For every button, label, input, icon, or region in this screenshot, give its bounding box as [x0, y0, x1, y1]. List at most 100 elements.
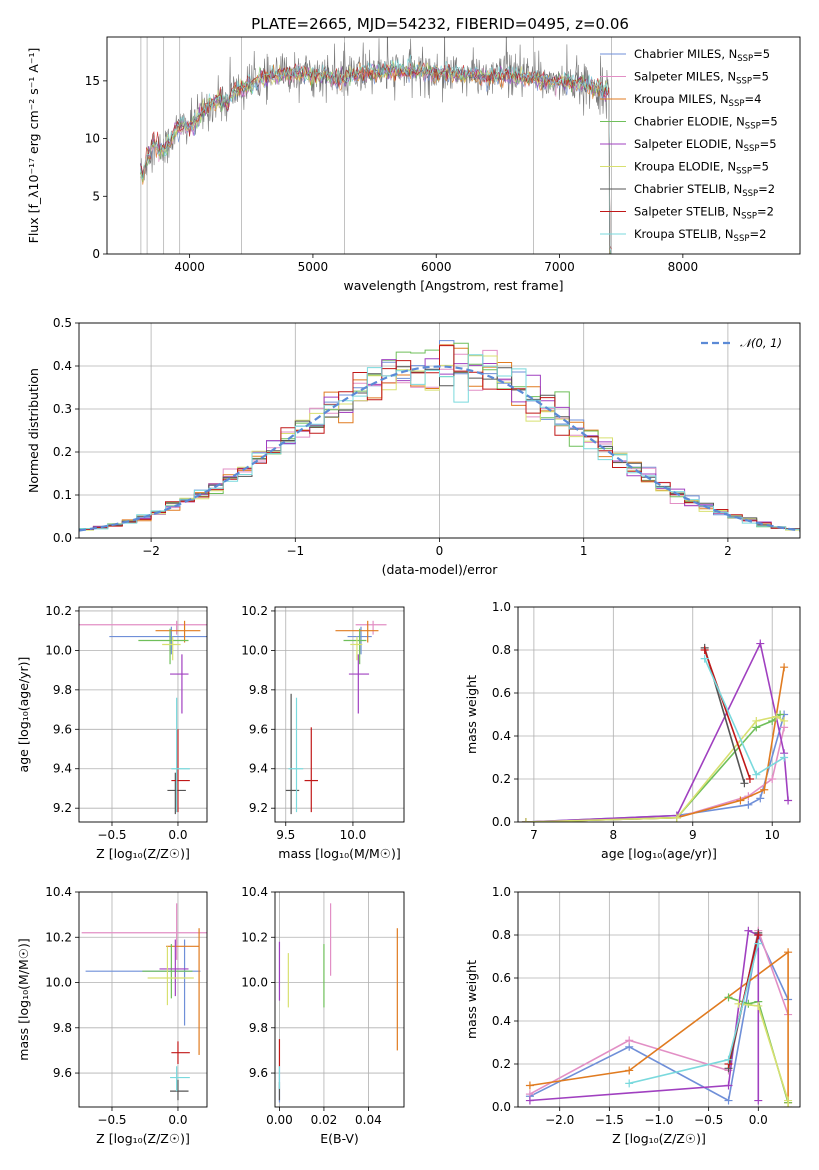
y-tick-label: 0: [92, 247, 100, 261]
legend-model: Salpeter STELIB, N: [634, 205, 741, 219]
y-tick-label: 10.2: [45, 604, 72, 618]
legend-count: =2: [757, 205, 774, 219]
legend-count: =5: [753, 47, 770, 61]
y-tick-label: 10.2: [241, 604, 268, 618]
x-axis-label: Z [log₁₀(Z/Z☉)]: [96, 1131, 190, 1146]
model-spectrum: [140, 64, 611, 254]
y-tick-label: 0.4: [492, 729, 511, 743]
x-tick-label: 0.00: [266, 1113, 293, 1127]
y-tick-label: 0.4: [53, 359, 72, 373]
residual-histogram: [79, 345, 800, 533]
weight-series: [703, 649, 751, 780]
y-tick-label: 15: [85, 74, 100, 88]
weight-marker: [724, 1096, 733, 1105]
plot-frame: [274, 891, 405, 1108]
plot-frame: [274, 606, 405, 823]
weight-marker: [625, 1066, 634, 1075]
weight-marker: [700, 654, 709, 663]
y-tick-label: 9.6: [249, 1066, 268, 1080]
x-tick-label: 9: [689, 828, 697, 842]
x-tick-label: −0.5: [97, 1113, 126, 1127]
weight-marker: [784, 948, 793, 957]
y-tick-label: 0.0: [53, 531, 72, 545]
y-tick-label: 9.8: [249, 683, 268, 697]
weight-marker: [754, 1001, 763, 1010]
plot-frame: [106, 36, 801, 255]
x-axis-label: E(B-V): [320, 1131, 359, 1146]
weight-marker: [724, 1081, 733, 1090]
y-tick-label: 0.0: [492, 1100, 511, 1114]
panel-weight_vs_Z: −2.0 −1.5 −1.0 −0.5 0.0 0.0 0.2 0.4 0.6 0.8 1.0 Z […: [464, 885, 801, 1146]
x-tick-label: 0.02: [311, 1113, 338, 1127]
legend-label: Salpeter STELIB, NSSP=2: [634, 205, 774, 222]
x-tick-label: 2: [724, 544, 732, 558]
observed-spectrum: [140, 37, 612, 254]
x-tick-label: 0.04: [355, 1113, 382, 1127]
x-tick-label: 4000: [174, 260, 205, 274]
weights-weight_vs_Z: [525, 926, 793, 1107]
y-tick-label: 9.6: [53, 722, 72, 736]
weight-marker: [784, 796, 793, 805]
y-tick-label: 10.0: [241, 976, 268, 990]
y-tick-label: 10.4: [241, 885, 268, 899]
weight-marker: [760, 785, 769, 794]
x-tick-label: −1: [286, 544, 304, 558]
legend-model: Kroupa ELODIE, N: [634, 160, 736, 174]
x-tick-label: 10: [765, 828, 780, 842]
legend-count: =5: [752, 160, 769, 174]
residuals-legend: 𝒩(0, 1): [701, 336, 782, 350]
y-tick-label: 9.2: [249, 801, 268, 815]
plot-frame: [78, 322, 801, 539]
x-axis-label: wavelength [Angstrom, rest frame]: [343, 278, 563, 293]
y-tick-label: 9.2: [53, 801, 72, 815]
legend-label: Chabrier ELODIE, NSSP=5: [634, 115, 778, 132]
errorbars-mass_vs_Z: [81, 903, 207, 1101]
weight-marker: [700, 646, 709, 654]
y-tick-label: 10.0: [241, 643, 268, 657]
y-axis-label: age [log₁₀(age/yr)]: [16, 657, 31, 773]
legend-count: =5: [761, 115, 778, 129]
weight-series: [629, 943, 760, 1085]
y-tick-label: 10.0: [45, 643, 72, 657]
errorbars-mass_vs_EBV: [278, 903, 398, 1103]
legend-count: =5: [752, 70, 769, 84]
weight-marker: [672, 813, 681, 822]
weight-marker: [525, 1096, 534, 1105]
weight-marker: [745, 775, 754, 783]
weight-marker: [768, 775, 777, 783]
y-tick-label: 0.2: [53, 445, 72, 459]
legend-model: Salpeter MILES, N: [634, 70, 736, 84]
weight-marker: [740, 779, 749, 788]
weight-marker: [754, 931, 763, 939]
panel-spectrum: 4000 5000 6000 7000 8000 0 5 10 15 wavelength [An…: [26, 36, 801, 293]
weight-series: [529, 950, 789, 1103]
weight-marker: [521, 818, 530, 822]
weight-marker: [744, 800, 753, 809]
y-axis-label: mass weight: [464, 960, 479, 1039]
y-tick-label: 0.2: [492, 1057, 511, 1071]
weight-marker: [734, 999, 743, 1008]
y-tick-label: 1.0: [492, 600, 511, 614]
legend-subscript: SSP: [736, 167, 752, 177]
legend-subscript: SSP: [737, 54, 753, 64]
weight-series: [525, 667, 785, 822]
legend-subscript: SSP: [745, 122, 761, 132]
weight-marker: [756, 794, 765, 803]
y-tick-label: 9.8: [53, 1021, 72, 1035]
plot-frame: [517, 606, 801, 823]
weight-series: [525, 727, 785, 822]
legend-subscript: SSP: [729, 99, 745, 109]
legend-model: Salpeter ELODIE, N: [634, 137, 744, 151]
weight-marker: [772, 712, 781, 721]
legend-label: 𝒩(0, 1): [740, 336, 782, 350]
x-tick-label: 8000: [668, 260, 699, 274]
x-tick-label: 0.0: [168, 828, 187, 842]
panel-mass_vs_Z: −0.5 0.0 9.6 9.8 10.0 10.2 10.4 Z [log₁₀(Z/Z☉)]…: [16, 885, 208, 1146]
plot-frame: [78, 891, 208, 1108]
weight-marker: [752, 770, 761, 779]
y-tick-label: 9.4: [53, 762, 72, 776]
x-tick-label: 8: [610, 828, 618, 842]
weight-marker: [625, 1036, 634, 1045]
weight-marker: [752, 716, 761, 725]
